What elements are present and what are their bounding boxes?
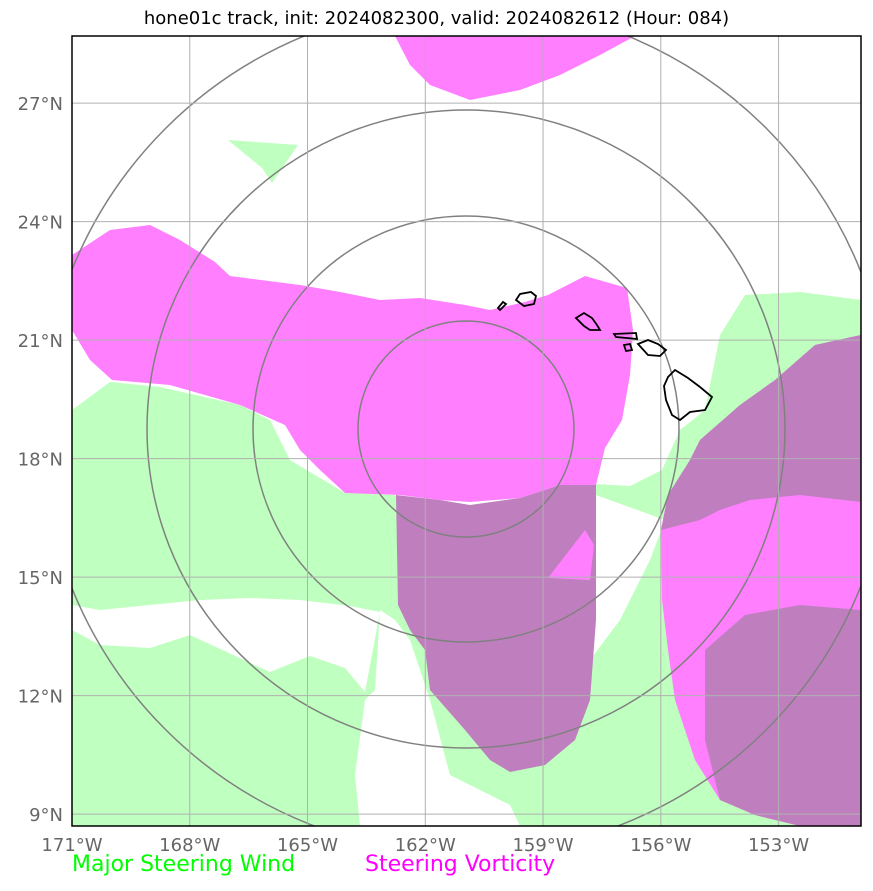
vorticity-overlap-east-upper bbox=[661, 335, 861, 530]
island-big-island bbox=[663, 368, 714, 422]
island-lanai bbox=[622, 342, 634, 353]
island-oahu bbox=[574, 311, 602, 331]
legend-steering-vorticity: Steering Vorticity bbox=[365, 852, 556, 877]
ring-1 bbox=[357, 320, 575, 538]
island-molokai bbox=[612, 332, 639, 341]
longitude-tick-label: 156°W bbox=[630, 835, 691, 856]
legend-steering-wind: Major Steering Wind bbox=[72, 852, 296, 877]
longitude-tick-label: 171°W bbox=[41, 835, 102, 856]
coastline-hawaii bbox=[496, 291, 714, 422]
vorticity-region-north bbox=[395, 36, 635, 100]
longitude-tick-label: 168°W bbox=[159, 835, 220, 856]
wind-region-west bbox=[72, 292, 861, 826]
wind-region-north bbox=[228, 140, 298, 183]
ring-2 bbox=[252, 215, 680, 643]
latitude-tick-label: 18°N bbox=[18, 450, 63, 471]
latitude-tick-label: 21°N bbox=[18, 331, 63, 352]
island-maui bbox=[636, 339, 668, 357]
longitude-tick-labels: 171°W 168°W 165°W 162°W 159°W 156°W 153°W bbox=[41, 835, 809, 856]
latitude-tick-label: 24°N bbox=[18, 213, 63, 234]
island-kauai bbox=[514, 291, 538, 307]
latitude-tick-label: 12°N bbox=[18, 687, 63, 708]
vorticity-region-southwest bbox=[396, 485, 596, 772]
vorticity-region-west bbox=[72, 225, 633, 502]
wind-region-southwest-gap bbox=[72, 598, 380, 692]
map-title: hone01c track, init: 2024082300, valid: … bbox=[143, 8, 730, 29]
longitude-tick-label: 153°W bbox=[748, 835, 809, 856]
distance-rings bbox=[72, 36, 861, 826]
latitude-tick-label: 27°N bbox=[18, 94, 63, 115]
island-niihau bbox=[496, 300, 508, 312]
longitude-tick-label: 165°W bbox=[277, 835, 338, 856]
latitude-tick-labels: 9°N 12°N 15°N 18°N 21°N 24°N 27°N bbox=[18, 94, 63, 826]
longitude-tick-label: 159°W bbox=[512, 835, 573, 856]
steering-wind-regions bbox=[72, 140, 861, 826]
graticule bbox=[71, 36, 861, 826]
vorticity-small-patch bbox=[548, 530, 594, 580]
vorticity-overlap-east-lower bbox=[705, 605, 861, 826]
longitude-tick-label: 162°W bbox=[395, 835, 456, 856]
latitude-tick-label: 9°N bbox=[29, 805, 63, 826]
ring-3 bbox=[146, 109, 786, 749]
map-frame bbox=[71, 35, 862, 827]
latitude-tick-label: 15°N bbox=[18, 568, 63, 589]
